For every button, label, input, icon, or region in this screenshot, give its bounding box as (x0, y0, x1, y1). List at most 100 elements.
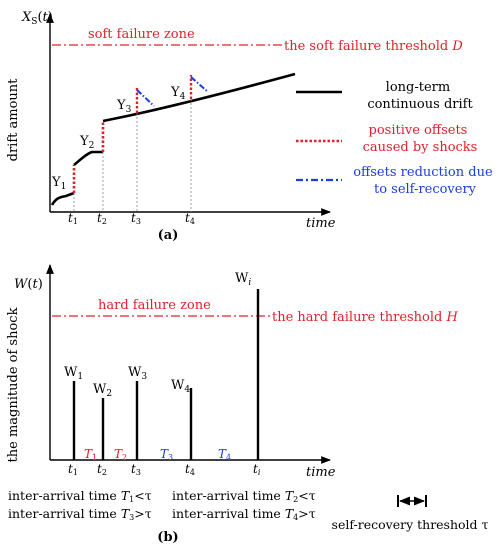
note-3-prefix: inter-arrival time (8, 506, 121, 521)
note-3-suffix: >τ (134, 506, 151, 521)
interval-t2-sub: 2 (122, 453, 127, 462)
note-4: inter-arrival time T4>τ (172, 506, 316, 522)
panel-b-y-axis-label: the magnitude of shock (6, 307, 21, 462)
label-b-t3-sub: 3 (136, 468, 141, 477)
label-w1-main: W (64, 365, 78, 380)
note-3: inter-arrival time T3>τ (8, 506, 152, 522)
interval-t1-main: T (84, 447, 93, 461)
label-y1-main: Y (51, 175, 61, 190)
panel-b-caption: (b) (157, 530, 178, 545)
label-a-t4-sub: 4 (190, 217, 195, 226)
label-a-t3: t3 (131, 211, 141, 226)
label-y2-sub: 2 (89, 141, 95, 151)
recovery-offset-3 (136, 89, 155, 107)
recovery-threshold-symbol (397, 495, 427, 507)
note-4-main: T (285, 506, 295, 521)
label-b-ti-sub: i (258, 468, 261, 477)
label-a-t2: t2 (97, 211, 107, 226)
label-y3: Y3 (116, 98, 132, 115)
note-1-sub: 1 (129, 495, 134, 504)
panel-b: W(t) the magnitude of shock hard failure… (6, 264, 489, 545)
interval-t1: T1 (84, 447, 97, 462)
soft-threshold-text: the soft failure threshold (284, 39, 452, 54)
label-a-t2-main: t (97, 211, 102, 225)
panel-a: XS(t) drift amount soft failure zone the… (6, 10, 497, 243)
label-w4: W4 (171, 378, 190, 395)
label-w3-sub: 3 (141, 372, 147, 382)
label-b-ti-main: t (253, 462, 258, 476)
legend-drift-text: long-term continuous drift (367, 80, 473, 112)
note-2-main: T (285, 488, 295, 503)
hard-failure-threshold-label: the hard failure threshold H (272, 310, 459, 325)
panel-b-axis-title: W(t) (14, 277, 43, 292)
note-1: inter-arrival time T1<τ (8, 488, 152, 504)
label-w2-sub: 2 (106, 389, 112, 399)
label-a-t3-main: t (131, 211, 136, 225)
note-3-sub: 3 (129, 513, 134, 522)
legend-shock-line-1: positive offsets (369, 123, 468, 138)
note-1-suffix: <τ (134, 488, 151, 503)
legend-recovery-line-2: to self-recovery (374, 182, 477, 197)
label-b-ti: ti (253, 462, 261, 477)
label-wi-main: W (235, 271, 249, 286)
drift-segment-2 (73, 150, 103, 166)
label-b-t2-sub: 2 (102, 468, 107, 477)
legend-recovery-line-1: offsets reduction due (353, 165, 493, 180)
label-y1: Y1 (51, 175, 66, 192)
note-2-prefix: inter-arrival time (172, 488, 285, 503)
hard-threshold-symbol: H (446, 310, 459, 325)
legend-recovery-text: offsets reduction due to self-recovery (353, 165, 497, 197)
note-4-suffix: >τ (298, 506, 315, 521)
label-w2: W2 (93, 382, 112, 399)
label-w4-main: W (171, 378, 185, 393)
label-a-t3-sub: 3 (136, 217, 141, 226)
soft-threshold-symbol: D (451, 39, 463, 54)
panel-b-time-label: time (306, 465, 336, 480)
label-b-t1-sub: 1 (73, 468, 78, 477)
interval-t4-sub: 4 (226, 453, 231, 462)
panel-a-legend: long-term continuous drift positive offs… (296, 80, 497, 197)
interval-t3: T3 (160, 447, 173, 462)
label-a-t4: t4 (185, 211, 195, 226)
drift-segment-1 (50, 191, 75, 206)
label-w1: W1 (64, 365, 83, 382)
label-w3: W3 (128, 365, 147, 382)
label-b-t2: t2 (97, 462, 107, 477)
label-a-t4-main: t (185, 211, 190, 225)
label-w3-main: W (128, 365, 142, 380)
interval-t2-main: T (114, 447, 123, 461)
label-y1-sub: 1 (61, 182, 67, 192)
note-4-prefix: inter-arrival time (172, 506, 285, 521)
label-b-t1-main: t (68, 462, 73, 476)
interval-t3-sub: 3 (168, 453, 173, 462)
label-y3-main: Y (116, 98, 126, 113)
label-a-t1: t1 (68, 211, 78, 226)
label-b-t3-main: t (131, 462, 136, 476)
label-y2: Y2 (79, 134, 94, 151)
soft-failure-zone-label: soft failure zone (88, 27, 195, 42)
label-b-t1: t1 (68, 462, 78, 477)
panel-a-caption: (a) (158, 228, 179, 243)
drift-segment-3 (102, 72, 296, 123)
interval-t4-main: T (218, 447, 227, 461)
label-y4-main: Y (170, 85, 180, 100)
legend-drift-line-1: long-term (386, 80, 451, 95)
label-w2-main: W (93, 382, 107, 397)
label-y3-sub: 3 (126, 105, 132, 115)
label-a-t2-sub: 2 (102, 217, 107, 226)
interval-t4: T4 (218, 447, 231, 462)
label-w4-sub: 4 (184, 385, 190, 395)
note-2-suffix: <τ (298, 488, 315, 503)
label-y2-main: Y (79, 134, 89, 149)
panel-a-y-axis-label: drift amount (6, 78, 21, 162)
label-b-t2-main: t (97, 462, 102, 476)
label-wi: Wi (235, 271, 251, 288)
label-y4-sub: 4 (180, 92, 186, 102)
hard-threshold-text: the hard failure threshold (272, 310, 447, 325)
note-2-sub: 2 (293, 495, 298, 504)
label-a-t1-sub: 1 (73, 217, 78, 226)
label-a-t1-main: t (68, 211, 73, 225)
label-wi-sub: i (248, 278, 251, 288)
